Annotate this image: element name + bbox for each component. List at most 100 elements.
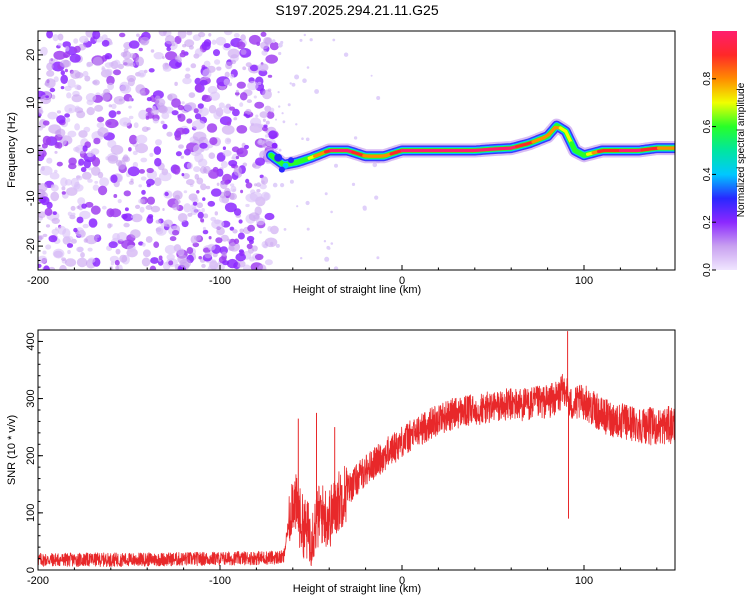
noise-dot bbox=[291, 82, 296, 87]
noise-blob bbox=[120, 51, 128, 58]
noise-blob bbox=[175, 151, 182, 157]
noise-blob bbox=[69, 53, 81, 63]
noise-blob bbox=[197, 103, 204, 109]
noise-blob bbox=[230, 59, 237, 65]
noise-blob bbox=[200, 183, 207, 191]
noise-blob bbox=[66, 92, 72, 99]
noise-blob bbox=[45, 224, 51, 228]
noise-blob bbox=[171, 110, 179, 116]
noise-blob bbox=[162, 208, 165, 211]
noise-blob bbox=[181, 101, 185, 105]
noise-blob bbox=[202, 226, 206, 231]
noise-blob bbox=[194, 48, 203, 57]
noise-blob bbox=[117, 199, 122, 204]
noise-blob bbox=[206, 65, 216, 73]
noise-blob bbox=[264, 237, 278, 248]
noise-blob bbox=[192, 201, 198, 206]
noise-blob bbox=[249, 256, 255, 262]
noise-blob bbox=[266, 111, 275, 119]
spectrogram-ytick-label: -10 bbox=[25, 190, 37, 206]
noise-blob bbox=[177, 113, 186, 122]
noise-blob bbox=[199, 142, 208, 149]
noise-blob bbox=[108, 41, 113, 46]
noise-blob bbox=[184, 73, 191, 79]
noise-blob bbox=[51, 217, 60, 224]
snr-xtick-label: 100 bbox=[575, 575, 593, 587]
noise-blob bbox=[66, 236, 74, 243]
noise-blob bbox=[233, 166, 242, 176]
ridge-segment bbox=[564, 129, 573, 145]
noise-blob bbox=[97, 116, 105, 123]
noise-blob bbox=[226, 138, 232, 143]
noise-blob bbox=[108, 110, 117, 118]
noise-blob bbox=[164, 191, 169, 197]
noise-blob bbox=[233, 238, 240, 245]
noise-blob bbox=[74, 181, 81, 190]
noise-blob bbox=[42, 233, 48, 238]
noise-blob bbox=[46, 70, 55, 77]
noise-blob bbox=[171, 98, 181, 108]
noise-blob bbox=[249, 64, 259, 72]
noise-blob bbox=[183, 203, 192, 213]
colorbar-tick-label: 0.4 bbox=[702, 167, 713, 181]
noise-blob bbox=[213, 262, 225, 270]
noise-blob bbox=[160, 120, 165, 125]
noise-blob bbox=[108, 104, 113, 108]
noise-blob bbox=[41, 143, 48, 149]
noise-blob bbox=[245, 193, 258, 203]
noise-blob bbox=[104, 68, 113, 77]
snr-ytick-label: 300 bbox=[25, 389, 37, 407]
noise-blob bbox=[46, 31, 53, 39]
noise-blob bbox=[203, 60, 211, 68]
noise-blob bbox=[95, 234, 100, 238]
noise-dot bbox=[287, 103, 291, 107]
noise-blob bbox=[49, 172, 60, 180]
noise-blob bbox=[158, 255, 163, 260]
noise-blob bbox=[73, 227, 78, 233]
noise-blob bbox=[190, 207, 198, 216]
noise-blob bbox=[66, 117, 71, 123]
noise-blob bbox=[163, 219, 173, 228]
noise-dot bbox=[309, 38, 313, 42]
noise-blob bbox=[203, 39, 212, 47]
noise-blob bbox=[226, 121, 232, 126]
ridge-blob bbox=[274, 153, 283, 162]
noise-blob bbox=[86, 63, 91, 68]
noise-blob bbox=[255, 157, 265, 166]
noise-blob bbox=[101, 205, 107, 210]
noise-blob bbox=[208, 33, 212, 37]
noise-blob bbox=[81, 203, 87, 209]
noise-blob bbox=[106, 208, 115, 218]
noise-blob bbox=[67, 130, 77, 138]
noise-blob bbox=[40, 46, 48, 56]
noise-blob bbox=[192, 131, 207, 142]
noise-blob bbox=[117, 160, 127, 170]
noise-blob bbox=[52, 211, 57, 216]
noise-blob bbox=[208, 152, 216, 159]
noise-blob bbox=[162, 123, 168, 130]
noise-blob bbox=[199, 166, 207, 174]
noise-blob bbox=[239, 102, 244, 107]
noise-blob bbox=[167, 94, 173, 100]
noise-blob bbox=[130, 215, 136, 219]
noise-blob bbox=[236, 81, 246, 89]
noise-blob bbox=[49, 87, 56, 93]
noise-blob bbox=[236, 260, 246, 268]
noise-blob bbox=[211, 39, 217, 45]
noise-blob bbox=[221, 124, 235, 135]
noise-blob bbox=[70, 205, 76, 211]
noise-blob bbox=[169, 236, 177, 242]
noise-blob bbox=[45, 95, 49, 99]
noise-blob bbox=[79, 35, 89, 44]
noise-blob bbox=[194, 77, 202, 85]
noise-blob bbox=[223, 43, 231, 49]
noise-blob bbox=[209, 91, 221, 101]
noise-blob bbox=[92, 79, 100, 86]
noise-blob bbox=[166, 131, 173, 137]
noise-blob bbox=[90, 205, 101, 215]
noise-blob bbox=[182, 77, 192, 85]
noise-blob bbox=[68, 107, 73, 112]
noise-blob bbox=[64, 68, 68, 73]
noise-blob bbox=[155, 139, 162, 146]
noise-blob bbox=[121, 213, 128, 219]
